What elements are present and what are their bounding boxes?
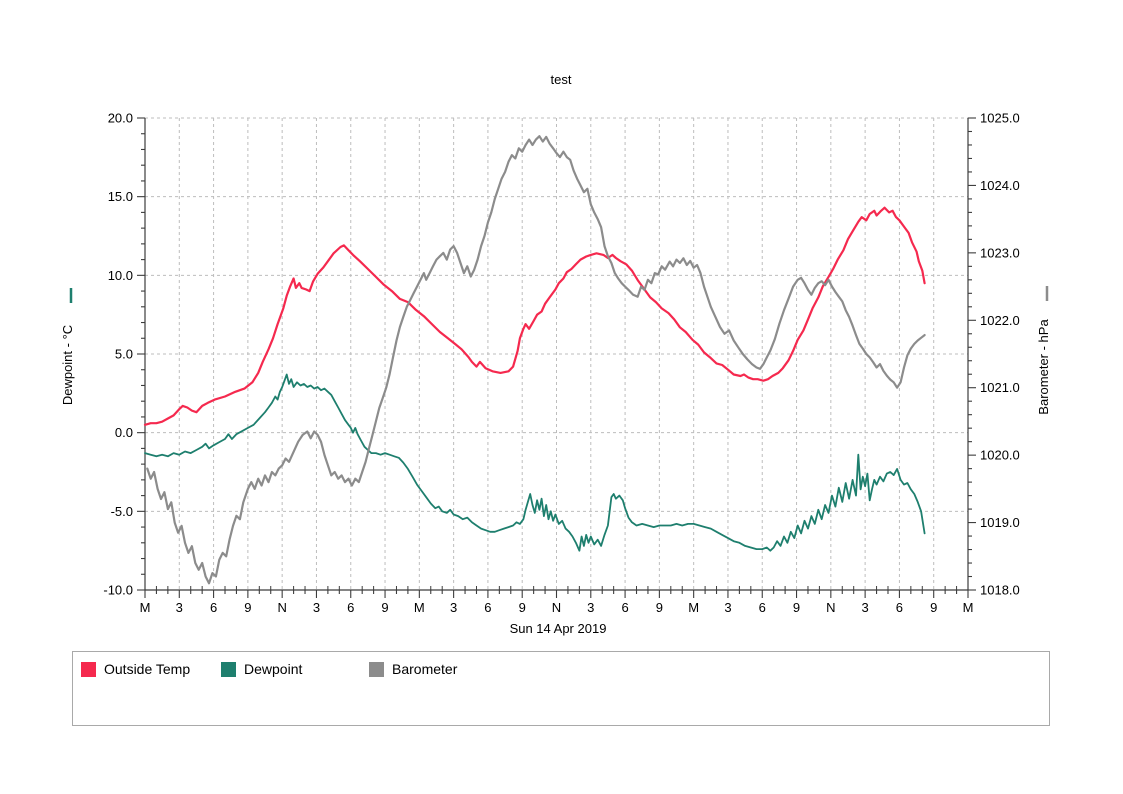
y-right-tick-label: 1018.0: [980, 583, 1020, 598]
x-axis-title: Sun 14 Apr 2019: [510, 621, 607, 636]
x-tick-label: 3: [724, 600, 731, 615]
x-tick-label: N: [277, 600, 286, 615]
y-left-tick-label: 15.0: [108, 189, 133, 204]
x-tick-label: 9: [519, 600, 526, 615]
y-left-tick-label: -10.0: [103, 583, 133, 598]
y-right-tick-label: 1019.0: [980, 515, 1020, 530]
legend-item-dewpoint: Dewpoint: [221, 661, 302, 677]
x-tick-label: 9: [244, 600, 251, 615]
y-left-tick-label: -5.0: [111, 504, 133, 519]
x-tick-label: M: [688, 600, 699, 615]
barometer-swatch: [369, 661, 384, 677]
x-tick-label: 9: [381, 600, 388, 615]
outside-temp-swatch: [81, 661, 96, 677]
legend-item-barometer: Barometer: [369, 661, 457, 677]
dewpoint-line: [144, 373, 926, 552]
y-right-tick-label: 1024.0: [980, 178, 1020, 193]
y-left-tick-label: 5.0: [115, 347, 133, 362]
y-right-tick-label: 1022.0: [980, 313, 1020, 328]
chart-title: test: [551, 72, 572, 87]
legend-label-outside-temp: Outside Temp: [104, 661, 191, 677]
y-left-tick-label: 0.0: [115, 425, 133, 440]
x-tick-label: 3: [176, 600, 183, 615]
legend-item-outside-temp: Outside Temp: [81, 661, 190, 677]
x-tick-label: 3: [450, 600, 457, 615]
y-left-tick-label: 20.0: [108, 111, 133, 126]
x-tick-label: 6: [896, 600, 903, 615]
x-tick-label: 3: [862, 600, 869, 615]
x-tick-label: 3: [313, 600, 320, 615]
legend-label-barometer: Barometer: [392, 661, 458, 677]
x-tick-label: N: [826, 600, 835, 615]
y-right-tick-label: 1023.0: [980, 245, 1020, 260]
dewpoint-swatch: [221, 661, 236, 677]
x-tick-label: 9: [930, 600, 937, 615]
y-right-tick-label: 1025.0: [980, 111, 1020, 126]
x-tick-label: M: [963, 600, 974, 615]
x-tick-label: M: [140, 600, 151, 615]
x-tick-label: 6: [621, 600, 628, 615]
barometer-line: [146, 135, 926, 585]
axes: M 3 6 9 N 3 6 9 M 3 6 9 N 3 6 9 M 3 6 9 N 3 6 9 M 20.0 15.0 10.0 5.0…: [103, 111, 1019, 616]
legend: Outside Temp Dewpoint Barometer: [72, 651, 1050, 726]
legend-label-dewpoint: Dewpoint: [244, 661, 303, 677]
outside-temp-line: [143, 206, 926, 426]
y-left-axis-title: Dewpoint - °C: [60, 325, 75, 405]
x-tick-label: 9: [793, 600, 800, 615]
x-tick-label: 6: [484, 600, 491, 615]
y-left-tick-label: 10.0: [108, 268, 133, 283]
x-tick-label: 9: [656, 600, 663, 615]
x-tick-label: M: [414, 600, 425, 615]
series-lines: [143, 135, 926, 585]
y-right-tick-label: 1020.0: [980, 448, 1020, 463]
x-tick-label: 6: [759, 600, 766, 615]
x-tick-label: 6: [210, 600, 217, 615]
y-right-axis-title: Barometer - hPa: [1036, 319, 1051, 415]
x-tick-label: 3: [587, 600, 594, 615]
y-right-tick-label: 1021.0: [980, 380, 1020, 395]
x-tick-label: N: [552, 600, 561, 615]
x-tick-label: 6: [347, 600, 354, 615]
